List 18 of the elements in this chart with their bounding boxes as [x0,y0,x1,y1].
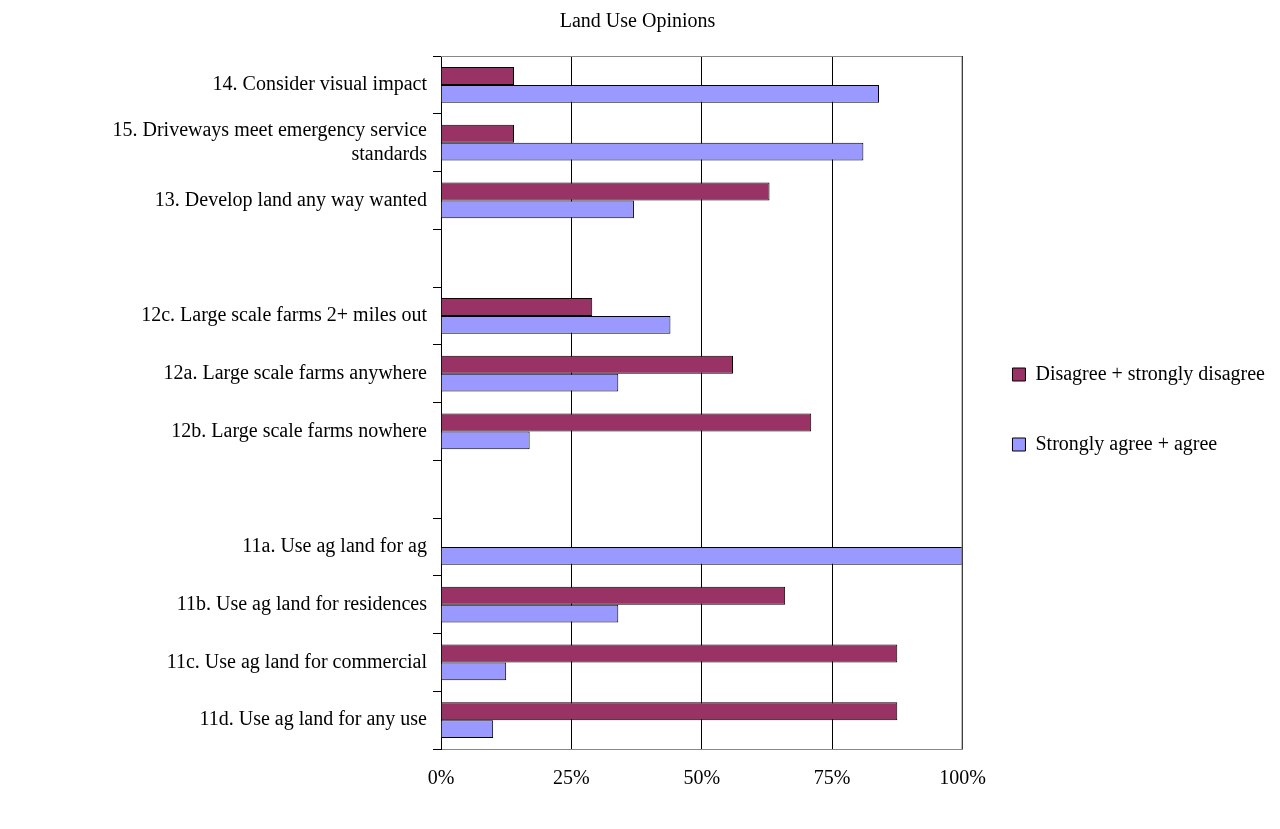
y-tick-label: 12a. Large scale farms anywhere [163,360,428,384]
y-tick-label: 14. Consider visual impact [212,72,428,96]
y-tick-label: 12c. Large scale farms 2+ miles out [141,303,428,327]
legend-label: Disagree + strongly disagree [1035,361,1266,385]
x-tick-label: 25% [553,766,590,789]
y-tick-label: 15. Driveways meet emergency service standards [112,117,428,164]
legend-label: Strongly agree + agree [1035,431,1218,455]
y-tick-label: 11b. Use ag land for residences [176,591,428,615]
chart-title: Land Use Opinions [559,9,716,33]
y-tick-label: 11a. Use ag land for ag [242,534,427,558]
x-tick-label: 100% [939,766,986,789]
y-tick-label: 11c. Use ag land for commercial [166,649,428,673]
x-tick-label: 0% [427,766,455,789]
y-tick-label: 12b. Large scale farms nowhere [171,418,428,442]
x-tick-label: 75% [813,766,851,789]
y-tick-label: 11d. Use ag land for any use [199,707,428,731]
x-tick-label: 50% [683,766,721,789]
y-tick-label: 13. Develop land any way wanted [154,187,427,211]
